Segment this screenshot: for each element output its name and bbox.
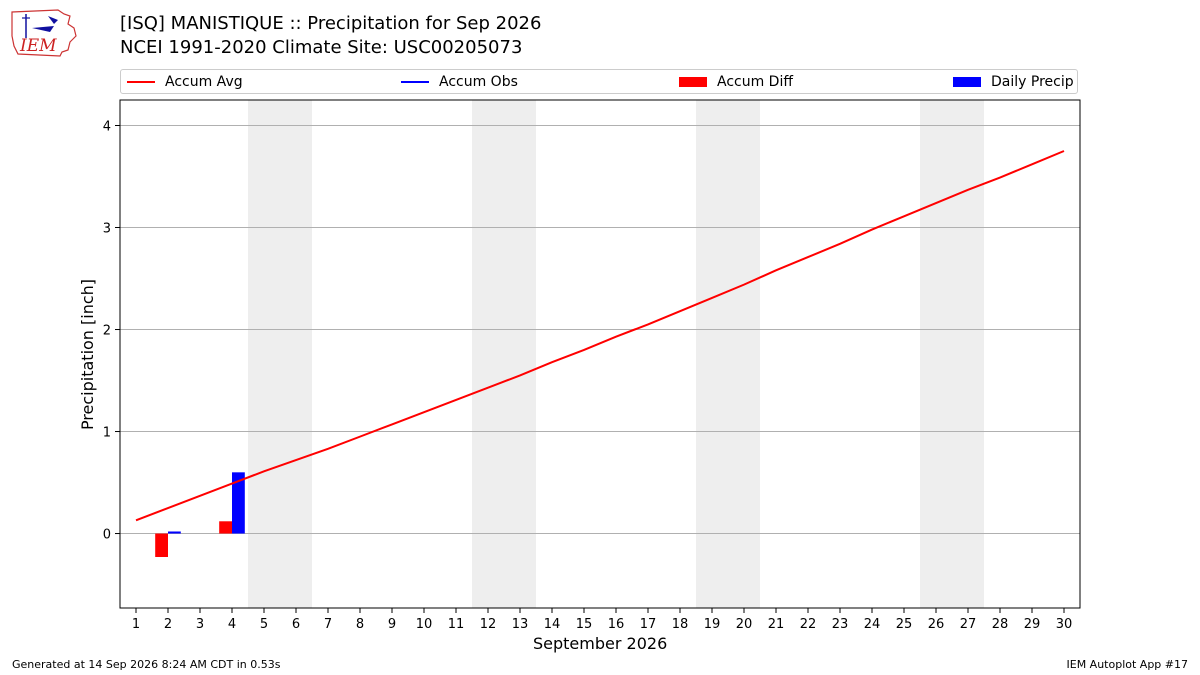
- x-tick-label-21: 21: [768, 617, 785, 632]
- legend-item-daily-precip: Daily Precip: [953, 74, 1074, 90]
- x-tick-label-4: 4: [228, 617, 236, 632]
- x-tick-label-24: 24: [864, 617, 881, 632]
- x-tick-label-8: 8: [356, 617, 364, 632]
- x-tick-label-3: 3: [196, 617, 204, 632]
- x-tick-label-2: 2: [164, 617, 172, 632]
- x-tick-label-29: 29: [1024, 617, 1041, 632]
- daily-precip-bar-day-4: [232, 472, 245, 534]
- x-tick-label-14: 14: [544, 617, 561, 632]
- legend-item-accum-avg: Accum Avg: [127, 74, 243, 90]
- chart-legend: Accum Avg Accum Obs Accum Diff Daily Pre…: [120, 69, 1078, 94]
- x-tick-label-6: 6: [292, 617, 300, 632]
- x-tick-label-28: 28: [992, 617, 1009, 632]
- app-label: IEM Autoplot App #17: [1066, 658, 1189, 671]
- x-axis-label: September 2026: [533, 634, 668, 653]
- x-tick-label-20: 20: [736, 617, 753, 632]
- legend-label-accum-avg: Accum Avg: [165, 74, 243, 90]
- iem-logo: IEM: [8, 6, 80, 58]
- x-tick-label-18: 18: [672, 617, 689, 632]
- x-tick-label-19: 19: [704, 617, 721, 632]
- plot-frame: [119, 99, 1081, 609]
- svg-text:IEM: IEM: [19, 36, 57, 56]
- x-tick-label-9: 9: [388, 617, 396, 632]
- legend-item-accum-obs: Accum Obs: [401, 74, 518, 90]
- weekend-band-2: [472, 100, 536, 608]
- generated-timestamp: Generated at 14 Sep 2026 8:24 AM CDT in …: [12, 658, 281, 671]
- legend-swatch-accum-avg: [127, 81, 155, 83]
- x-tick-label-22: 22: [800, 617, 817, 632]
- x-tick-label-7: 7: [324, 617, 332, 632]
- legend-swatch-accum-diff: [679, 77, 707, 87]
- weekend-band-4: [920, 100, 984, 608]
- y-axis-label: Precipitation [inch]: [77, 278, 97, 430]
- x-tick-label-11: 11: [448, 617, 465, 632]
- chart-title: [ISQ] MANISTIQUE :: Precipitation for Se…: [120, 13, 542, 34]
- accum-diff-bar-day-2: [155, 533, 168, 557]
- daily-precip-bar-day-2: [168, 531, 181, 534]
- y-tick-label-1: 1: [103, 426, 111, 441]
- weekend-band-3: [696, 100, 760, 608]
- x-tick-label-26: 26: [928, 617, 945, 632]
- x-tick-label-15: 15: [576, 617, 593, 632]
- legend-swatch-daily-precip: [953, 77, 981, 87]
- x-tick-label-30: 30: [1056, 617, 1073, 632]
- legend-label-accum-diff: Accum Diff: [717, 74, 794, 90]
- x-tick-label-1: 1: [132, 617, 140, 632]
- x-tick-label-25: 25: [896, 617, 913, 632]
- x-tick-label-16: 16: [608, 617, 625, 632]
- x-tick-label-10: 10: [416, 617, 433, 632]
- x-tick-label-13: 13: [512, 617, 529, 632]
- y-tick-label-4: 4: [103, 120, 111, 135]
- x-tick-label-5: 5: [260, 617, 268, 632]
- accum-avg-line: [135, 150, 1065, 522]
- x-tick-label-27: 27: [960, 617, 977, 632]
- x-tick-label-23: 23: [832, 617, 849, 632]
- x-tick-label-12: 12: [480, 617, 497, 632]
- legend-swatch-accum-obs: [401, 81, 429, 83]
- weekend-band-1: [248, 100, 312, 608]
- legend-label-accum-obs: Accum Obs: [439, 74, 518, 90]
- x-tick-label-17: 17: [640, 617, 657, 632]
- y-tick-label-3: 3: [103, 222, 111, 237]
- legend-item-accum-diff: Accum Diff: [679, 74, 793, 90]
- y-tick-label-0: 0: [103, 528, 111, 543]
- chart-subtitle: NCEI 1991-2020 Climate Site: USC00205073: [120, 37, 523, 58]
- legend-label-daily-precip: Daily Precip: [991, 74, 1074, 90]
- accum-diff-bar-day-4: [219, 521, 232, 534]
- y-tick-label-2: 2: [103, 324, 111, 339]
